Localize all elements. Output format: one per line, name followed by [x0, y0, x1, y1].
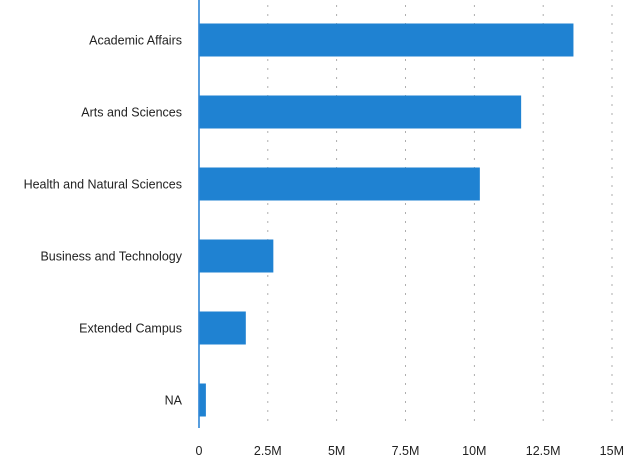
- x-tick-label-12-5m: 12.5M: [526, 444, 561, 458]
- category-label-business-and-technology: Business and Technology: [40, 250, 182, 264]
- category-label-arts-and-sciences: Arts and Sciences: [81, 106, 182, 120]
- x-tick-label-15m: 15M: [600, 444, 624, 458]
- x-tick-labels: 0 2.5M 5M 7.5M 10M 12.5M 15M: [196, 444, 624, 458]
- category-label-health-and-natural-sciences: Health and Natural Sciences: [24, 178, 182, 192]
- x-tick-label-10m: 10M: [462, 444, 486, 458]
- x-tick-label-2-5m: 2.5M: [254, 444, 282, 458]
- category-label-na: NA: [165, 394, 183, 408]
- x-tick-label-5m: 5M: [328, 444, 345, 458]
- category-labels: Academic Affairs Arts and Sciences Health …: [24, 34, 183, 408]
- x-tick-label-0: 0: [196, 444, 203, 458]
- category-label-academic-affairs: Academic Affairs: [89, 34, 182, 48]
- gridlines: [267, 5, 613, 428]
- bar-academic-affairs[interactable]: [199, 23, 574, 57]
- bars: [199, 23, 574, 417]
- bar-na[interactable]: [199, 383, 206, 417]
- bar-arts-and-sciences[interactable]: [199, 95, 522, 129]
- x-tick-label-7-5m: 7.5M: [392, 444, 420, 458]
- bar-health-and-natural-sciences[interactable]: [199, 167, 480, 201]
- bar-extended-campus[interactable]: [199, 311, 246, 345]
- category-label-extended-campus: Extended Campus: [79, 322, 182, 336]
- bar-business-and-technology[interactable]: [199, 239, 274, 273]
